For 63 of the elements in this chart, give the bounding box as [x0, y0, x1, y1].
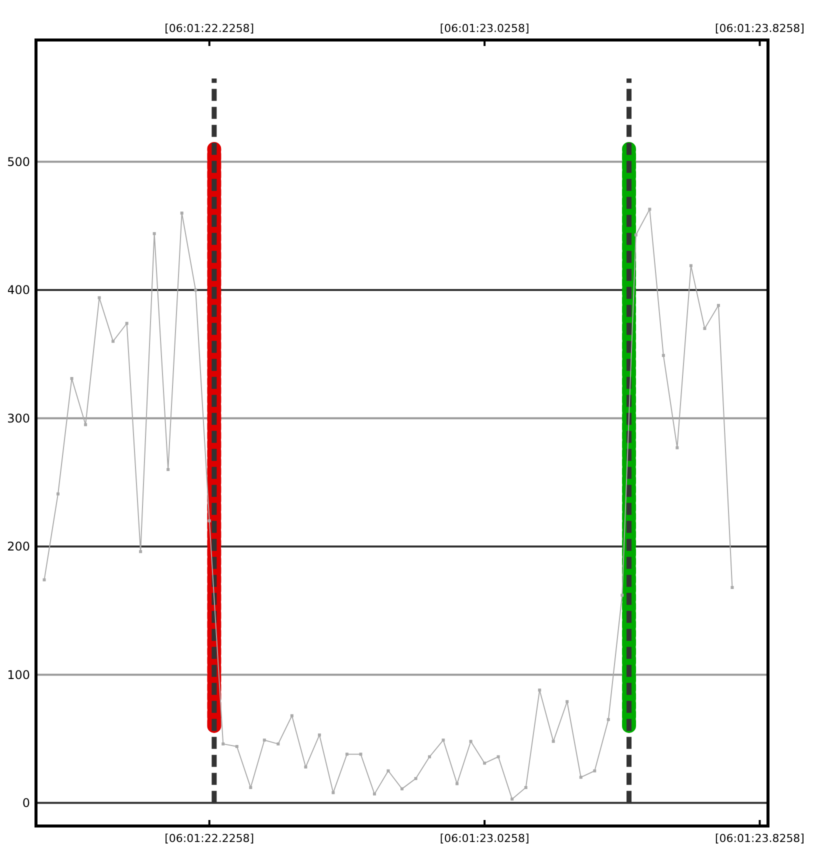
y-tick-label: 500 [7, 155, 30, 170]
point [524, 786, 528, 790]
point [222, 742, 225, 746]
point [152, 232, 156, 236]
y-tick-label: 200 [7, 540, 30, 554]
point [262, 738, 266, 742]
y-tick-label: 0 [22, 796, 30, 810]
x-tick-label: [06:01:23.0258] [440, 22, 530, 35]
y-tick-label: 400 [7, 283, 30, 298]
point [112, 340, 115, 343]
point [620, 594, 624, 597]
point [125, 322, 128, 325]
point [483, 762, 486, 765]
point [538, 688, 542, 692]
point [593, 769, 596, 772]
point [703, 327, 706, 330]
x-tick-label: [06:01:22.2258] [164, 22, 254, 35]
category-label: [06:01:23.0258] [440, 832, 530, 845]
point [428, 755, 432, 758]
point [552, 740, 555, 743]
point [42, 578, 46, 582]
y-tick-label: 300 [7, 411, 30, 426]
point [98, 296, 101, 300]
point [235, 745, 238, 748]
point [180, 212, 184, 215]
point [290, 714, 294, 718]
point [84, 423, 88, 426]
point [345, 752, 348, 756]
point [662, 354, 665, 357]
point [730, 586, 734, 590]
category-label: [06:01:22.2258] [164, 832, 254, 845]
category-label: [06:01:23.8258] [715, 832, 804, 845]
point [70, 377, 74, 380]
point [332, 791, 335, 794]
point [579, 776, 582, 779]
point [56, 492, 60, 496]
point [510, 798, 514, 801]
point [276, 742, 280, 746]
point [606, 718, 610, 722]
point [634, 233, 638, 236]
point [166, 468, 170, 472]
point [208, 519, 211, 522]
point [359, 752, 362, 756]
point [372, 792, 376, 796]
point [676, 446, 679, 450]
point [442, 738, 445, 742]
x-tick-label: [06:01:23.8258] [715, 22, 804, 35]
point [386, 769, 390, 772]
y-tick-label: 100 [7, 668, 30, 682]
point [456, 782, 459, 786]
point [716, 304, 720, 307]
point [304, 766, 308, 769]
point [318, 733, 321, 736]
point [566, 700, 569, 704]
point [648, 208, 652, 211]
point [689, 264, 692, 268]
point [414, 777, 418, 780]
point [469, 740, 472, 743]
point [249, 786, 252, 790]
point [139, 550, 142, 554]
point [400, 787, 404, 790]
point [194, 288, 198, 292]
point [496, 755, 500, 758]
